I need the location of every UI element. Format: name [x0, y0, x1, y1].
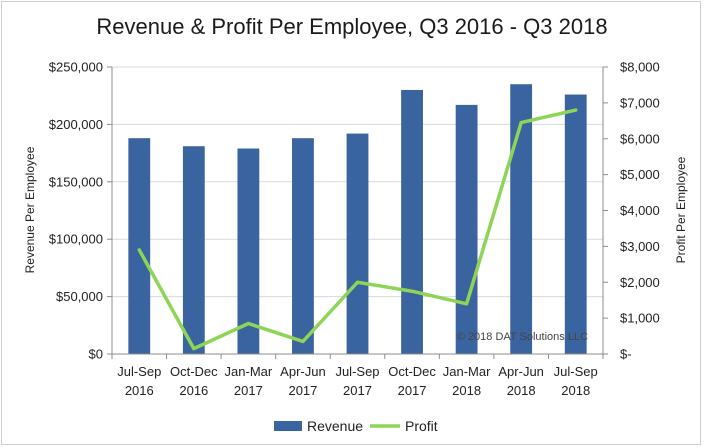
- profit-point: [465, 302, 469, 306]
- x-tick-label: Jan-Mar 2018: [443, 364, 491, 398]
- y2-tick-label: $5,000: [620, 167, 660, 182]
- profit-point: [301, 339, 305, 343]
- y2-tick-label: $8,000: [620, 60, 660, 75]
- y-tick-label: $150,000: [49, 174, 103, 189]
- revenue-bar: [128, 138, 151, 354]
- y-tick-label: $250,000: [49, 60, 103, 75]
- y-tick-label: $50,000: [56, 289, 103, 304]
- revenue-bar: [455, 104, 478, 354]
- x-tick-label: Jul-Sep 2017: [335, 364, 379, 398]
- chart-title: Revenue & Profit Per Employee, Q3 2016 -…: [96, 14, 607, 39]
- revenue-bar: [292, 138, 314, 354]
- x-tick-label: Jul-Sep 2016: [117, 364, 161, 398]
- y-tick-label: $200,000: [49, 117, 103, 132]
- revenue-bar: [182, 146, 205, 354]
- y2-tick-label: $4,000: [620, 203, 660, 218]
- y2-axis-label: Profit Per Employee: [674, 156, 688, 263]
- profit-line: [137, 108, 578, 351]
- x-tick-label: Apr-Jun 2018: [498, 364, 544, 398]
- y-tick-label: $100,000: [49, 232, 103, 247]
- legend-swatch-revenue: [274, 421, 302, 431]
- y-tick-label: $0: [89, 347, 103, 362]
- x-tick-label: Jan-Mar 2017: [225, 364, 273, 398]
- y2-tick-label: $3,000: [620, 239, 660, 254]
- revenue-bar: [510, 84, 533, 354]
- revenue-bar: [346, 133, 369, 354]
- y2-tick-label: $1,000: [620, 311, 660, 326]
- revenue-bar: [564, 94, 587, 354]
- y-axis-label: Revenue Per Employee: [23, 146, 37, 273]
- x-tick-label: Jul-Sep 2018: [554, 364, 598, 398]
- revenue-bar: [401, 89, 423, 355]
- profit-point: [246, 322, 250, 326]
- profit-point: [410, 289, 414, 293]
- y2-tick-label: $7,000: [620, 95, 660, 110]
- profit-point: [574, 108, 578, 112]
- x-tick-label: Apr-Jun 2017: [280, 364, 326, 398]
- copyright-annotation: © 2018 DAT Solutions LLC: [457, 331, 588, 343]
- axes: $0 $50,000 $100,000 $150,000 $200,000 $250,00…: [49, 60, 660, 399]
- y2-tick-label: $6,000: [620, 131, 660, 146]
- y2-tick-label: $-: [620, 347, 632, 362]
- x-tick-label: Oct-Dec 2017: [388, 364, 436, 398]
- revenue-bar: [237, 148, 260, 354]
- profit-point: [137, 248, 141, 252]
- legend-label-revenue: Revenue: [307, 418, 363, 434]
- profit-point: [356, 280, 359, 284]
- x-tick-label: Oct-Dec 2016: [170, 364, 218, 398]
- y2-tick-label: $2,000: [620, 275, 660, 290]
- profit-point: [192, 347, 196, 351]
- profit-point: [519, 121, 523, 125]
- legend: Revenue Profit: [274, 418, 438, 434]
- legend-label-profit: Profit: [405, 418, 438, 434]
